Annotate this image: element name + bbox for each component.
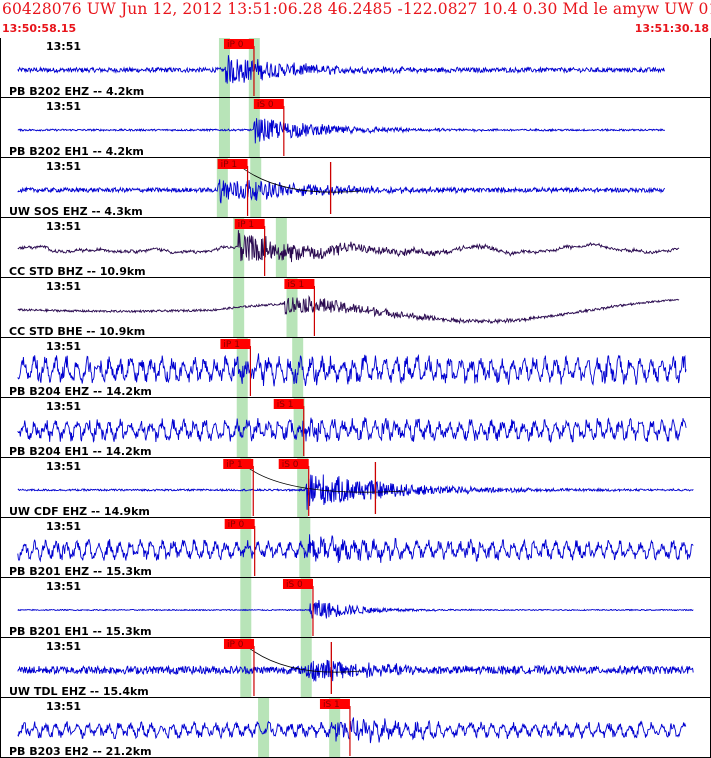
time-tick-label: 13:51	[46, 640, 81, 653]
labels-layer: iP 0 13:51 PB B202 EHZ -- 4.2km iS 0 13:51 PB…	[0, 38, 711, 758]
station-label: UW TDL EHZ -- 15.4km	[9, 685, 149, 698]
time-tick-label: 13:51	[46, 520, 81, 533]
station-label: PB B201 EH1 -- 15.3km	[9, 625, 152, 638]
phase-shade	[233, 278, 245, 338]
end-time: 13:51:30.18	[634, 22, 709, 35]
station-label: PB B201 EHZ -- 15.3km	[9, 565, 152, 578]
station-label: UW SOS EHZ -- 4.3km	[9, 205, 143, 218]
pick-label: iP 1	[226, 460, 243, 470]
waveform-trace-10	[17, 659, 694, 682]
time-tick-label: 13:51	[46, 460, 81, 473]
phase-shade	[240, 578, 252, 638]
waveform-trace-1	[17, 118, 666, 144]
time-tick-label: 13:51	[46, 340, 81, 353]
waveform-trace-8	[17, 534, 694, 563]
station-label: PB B202 EH1 -- 4.2km	[9, 145, 144, 158]
coda-curve	[242, 463, 406, 493]
pick-box[interactable]	[284, 279, 315, 289]
phase-shade	[258, 698, 270, 758]
pick-box[interactable]	[278, 459, 309, 469]
pick-label: iS 1	[277, 400, 294, 410]
pick-label: iP 0	[227, 640, 244, 650]
pick-box[interactable]	[319, 699, 350, 709]
time-tick-label: 13:51	[46, 700, 81, 713]
time-tick-label: 13:51	[46, 100, 81, 113]
traces-layer	[17, 55, 694, 744]
waveform-trace-7	[17, 474, 694, 510]
phase-shade	[275, 218, 287, 278]
phase-shade	[240, 458, 252, 518]
station-label: CC STD BHE -- 10.9km	[9, 325, 145, 338]
waveform-trace-11	[17, 717, 687, 744]
pick-label: iS 0	[282, 460, 299, 470]
pick-box[interactable]	[223, 39, 254, 49]
station-label: PB B204 EH1 -- 14.2km	[9, 445, 152, 458]
header: 60428076 UW Jun 12, 2012 13:51:06.28 46.…	[0, 0, 711, 38]
pick-box[interactable]	[223, 639, 254, 649]
phase-shade	[292, 338, 304, 398]
pick-label: iP 1	[238, 220, 255, 230]
pick-label: iS 1	[287, 280, 304, 290]
phase-shade	[236, 338, 248, 398]
time-tick-label: 13:51	[46, 160, 81, 173]
time-tick-label: 13:51	[46, 280, 81, 293]
waveform-trace-6	[17, 417, 687, 443]
start-time: 13:50:58.15	[2, 22, 77, 35]
pick-box[interactable]	[273, 399, 304, 409]
event-title: 60428076 UW Jun 12, 2012 13:51:06.28 46.…	[2, 0, 711, 18]
pick-label: iP 0	[227, 40, 244, 50]
pick-label: iP 0	[228, 520, 245, 530]
station-label: CC STD BHZ -- 10.9km	[9, 265, 146, 278]
phase-shade	[300, 578, 312, 638]
pick-label: iS 0	[257, 100, 274, 110]
phase-shade	[218, 38, 230, 98]
pick-label: iP 1	[223, 340, 240, 350]
phase-shade	[240, 638, 252, 698]
phase-shade	[216, 158, 228, 218]
time-tick-label: 13:51	[46, 400, 81, 413]
pick-label: iS 0	[286, 580, 303, 590]
phase-shade	[299, 518, 311, 578]
phase-shade	[248, 98, 260, 158]
pick-label: iS 1	[323, 700, 340, 710]
time-tick-label: 13:51	[46, 40, 81, 53]
waveform-trace-9	[17, 599, 694, 619]
waveform-trace-0	[17, 55, 666, 84]
waveform-trace-5	[17, 353, 687, 387]
station-label: PB B202 EHZ -- 4.2km	[9, 85, 144, 98]
phase-shade	[236, 398, 248, 458]
station-label: UW CDF EHZ -- 14.9km	[9, 505, 150, 518]
waveform-trace-4	[17, 295, 680, 325]
pick-box[interactable]	[253, 99, 284, 109]
pick-box[interactable]	[220, 339, 251, 349]
pick-box[interactable]	[223, 459, 254, 469]
time-tick-label: 13:51	[46, 220, 81, 233]
phase-shade	[233, 218, 245, 278]
station-label: PB B203 EH2 -- 21.2km	[9, 745, 152, 758]
station-label: PB B204 EHZ -- 14.2km	[9, 385, 152, 398]
waveform-trace-2	[17, 179, 666, 204]
pick-box[interactable]	[234, 219, 265, 229]
waveform-trace-3	[17, 230, 680, 263]
pick-label: iP 1	[221, 160, 238, 170]
phase-shade	[297, 458, 309, 518]
pick-box[interactable]	[217, 159, 248, 169]
seismogram-panel: iP 0 13:51 PB B202 EHZ -- 4.2km iS 0 13:51 PB…	[0, 38, 711, 758]
phase-shade	[218, 98, 230, 158]
time-tick-label: 13:51	[46, 580, 81, 593]
pick-box[interactable]	[282, 579, 313, 589]
pick-box[interactable]	[224, 519, 255, 529]
